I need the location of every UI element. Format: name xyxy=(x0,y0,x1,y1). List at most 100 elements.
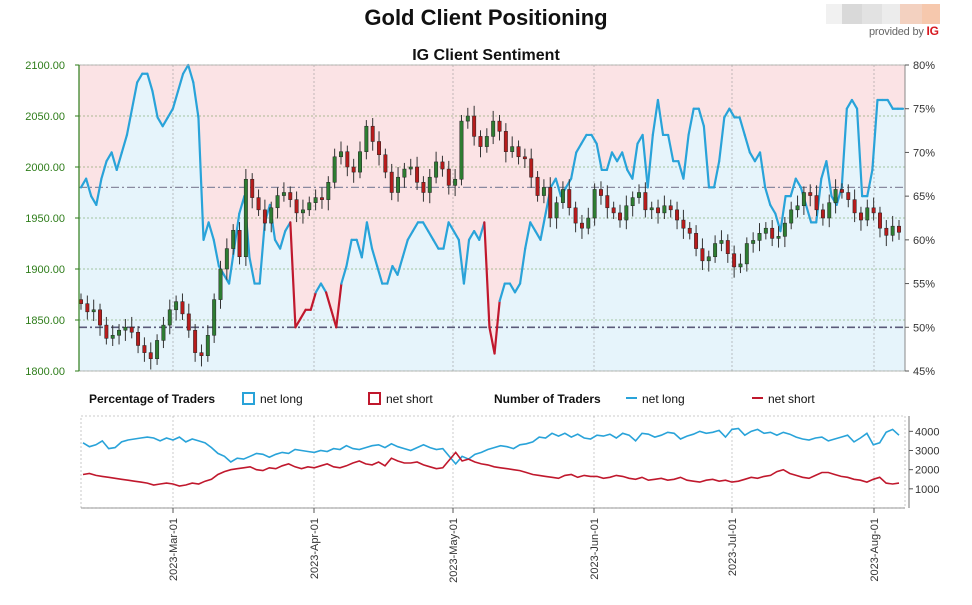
sub-frame xyxy=(80,415,906,509)
sentiment-segment xyxy=(529,221,537,233)
candle-body xyxy=(605,195,610,209)
candle-body xyxy=(814,195,819,211)
sentiment-segment xyxy=(656,98,665,137)
sentiment-segment xyxy=(493,299,501,355)
sentiment-segment xyxy=(575,142,583,154)
sentiment-segment xyxy=(115,151,123,172)
sentiment-segment xyxy=(728,107,736,119)
candle-body xyxy=(713,243,718,258)
candle-body xyxy=(630,197,635,207)
sentiment-segment xyxy=(850,98,859,110)
sentiment-segment xyxy=(411,221,420,233)
candle-body xyxy=(224,248,229,270)
candle-body xyxy=(427,176,432,193)
main-panel: 1800.00 1850.00 1900.00 1950.00 2000.00 2050.… xyxy=(25,60,935,378)
right-tick-label: 75% xyxy=(913,104,935,116)
sentiment-segment xyxy=(570,151,578,180)
num-short-line xyxy=(82,451,900,487)
candle-body xyxy=(326,182,331,200)
candle-body xyxy=(193,329,198,353)
sentiment-segment xyxy=(508,282,517,294)
sentiment-segment xyxy=(202,221,210,241)
candle-body xyxy=(339,151,343,158)
sentiment-segment xyxy=(110,151,118,172)
candle-body xyxy=(148,352,153,360)
sentiment-segment xyxy=(289,221,297,329)
candle-body xyxy=(396,176,401,193)
candle-body xyxy=(294,199,299,214)
provider-logo xyxy=(826,4,972,32)
candle-body xyxy=(262,209,267,224)
sentiment-segment xyxy=(355,238,363,259)
sentiment-segment xyxy=(187,63,195,84)
candle-body xyxy=(408,166,413,170)
candle-body xyxy=(744,243,749,265)
sentiment-segment xyxy=(156,116,164,128)
sentiment-segment xyxy=(886,98,894,110)
sentiment-segment xyxy=(421,221,430,233)
sentiment-segment xyxy=(580,133,588,145)
sentiment-segment xyxy=(534,230,542,241)
candle-body xyxy=(681,219,686,229)
candle-body xyxy=(789,209,794,224)
sentiment-segment xyxy=(136,72,144,84)
legend: Percentage of Traders net long net short… xyxy=(89,392,815,406)
sentiment-segment xyxy=(866,168,874,198)
candle-body xyxy=(231,229,236,249)
candle-body xyxy=(839,189,844,193)
sentiment-segment xyxy=(539,212,547,241)
candle-body xyxy=(510,146,515,152)
legend-pct-long-box xyxy=(242,392,255,405)
sentiment-segment xyxy=(631,142,639,180)
candle-body xyxy=(275,195,280,209)
ig-logo-text: IG xyxy=(926,24,939,38)
candle-body xyxy=(782,222,787,237)
provider-caption: provided by IG xyxy=(869,24,939,38)
candle-body xyxy=(383,154,388,173)
sentiment-segment xyxy=(212,238,220,268)
sentiment-segment xyxy=(90,195,98,206)
sentiment-segment xyxy=(197,116,205,241)
candle-body xyxy=(142,345,147,353)
candle-body xyxy=(751,240,756,244)
sentiment-segment xyxy=(340,264,348,285)
candle-body xyxy=(871,207,876,214)
candle-body xyxy=(389,171,394,193)
chart-title: Gold Client Positioning xyxy=(364,5,607,30)
candle-body xyxy=(662,205,667,214)
sentiment-segment xyxy=(554,177,563,198)
candle-body xyxy=(497,120,502,132)
sentiment-segment xyxy=(182,63,190,75)
legend-pct-short-box xyxy=(368,392,381,405)
candle-body xyxy=(415,166,420,183)
right-tick-label: 45% xyxy=(913,366,935,378)
candle-body xyxy=(548,187,553,219)
sentiment-segment xyxy=(386,264,394,285)
logo-blur-block xyxy=(900,4,922,24)
sentiment-segment xyxy=(95,177,103,206)
candle-body xyxy=(776,236,781,239)
sentiment-segment xyxy=(615,151,624,163)
candle-body xyxy=(763,227,768,234)
candle-body xyxy=(770,227,775,239)
candle-body xyxy=(269,207,274,224)
left-tick-label: 1950.00 xyxy=(25,213,65,225)
candle-body xyxy=(827,202,832,219)
sentiment-segment xyxy=(871,98,879,172)
candle-body xyxy=(484,136,489,147)
candle-body xyxy=(434,161,439,178)
candle-body xyxy=(668,205,673,211)
left-tick-label: 2100.00 xyxy=(25,60,65,72)
sentiment-segment xyxy=(427,230,435,241)
candle-body xyxy=(579,222,584,229)
candle-body xyxy=(79,299,83,304)
candle-body xyxy=(897,225,901,233)
candle-body xyxy=(180,301,185,315)
candle-body xyxy=(738,263,743,268)
right-tick-label: 50% xyxy=(913,322,935,334)
long-region xyxy=(79,65,905,371)
sentiment-segment xyxy=(646,133,654,189)
sentiment-segment xyxy=(85,177,93,198)
sentiment-segment xyxy=(452,230,460,241)
candle-body xyxy=(129,326,134,333)
